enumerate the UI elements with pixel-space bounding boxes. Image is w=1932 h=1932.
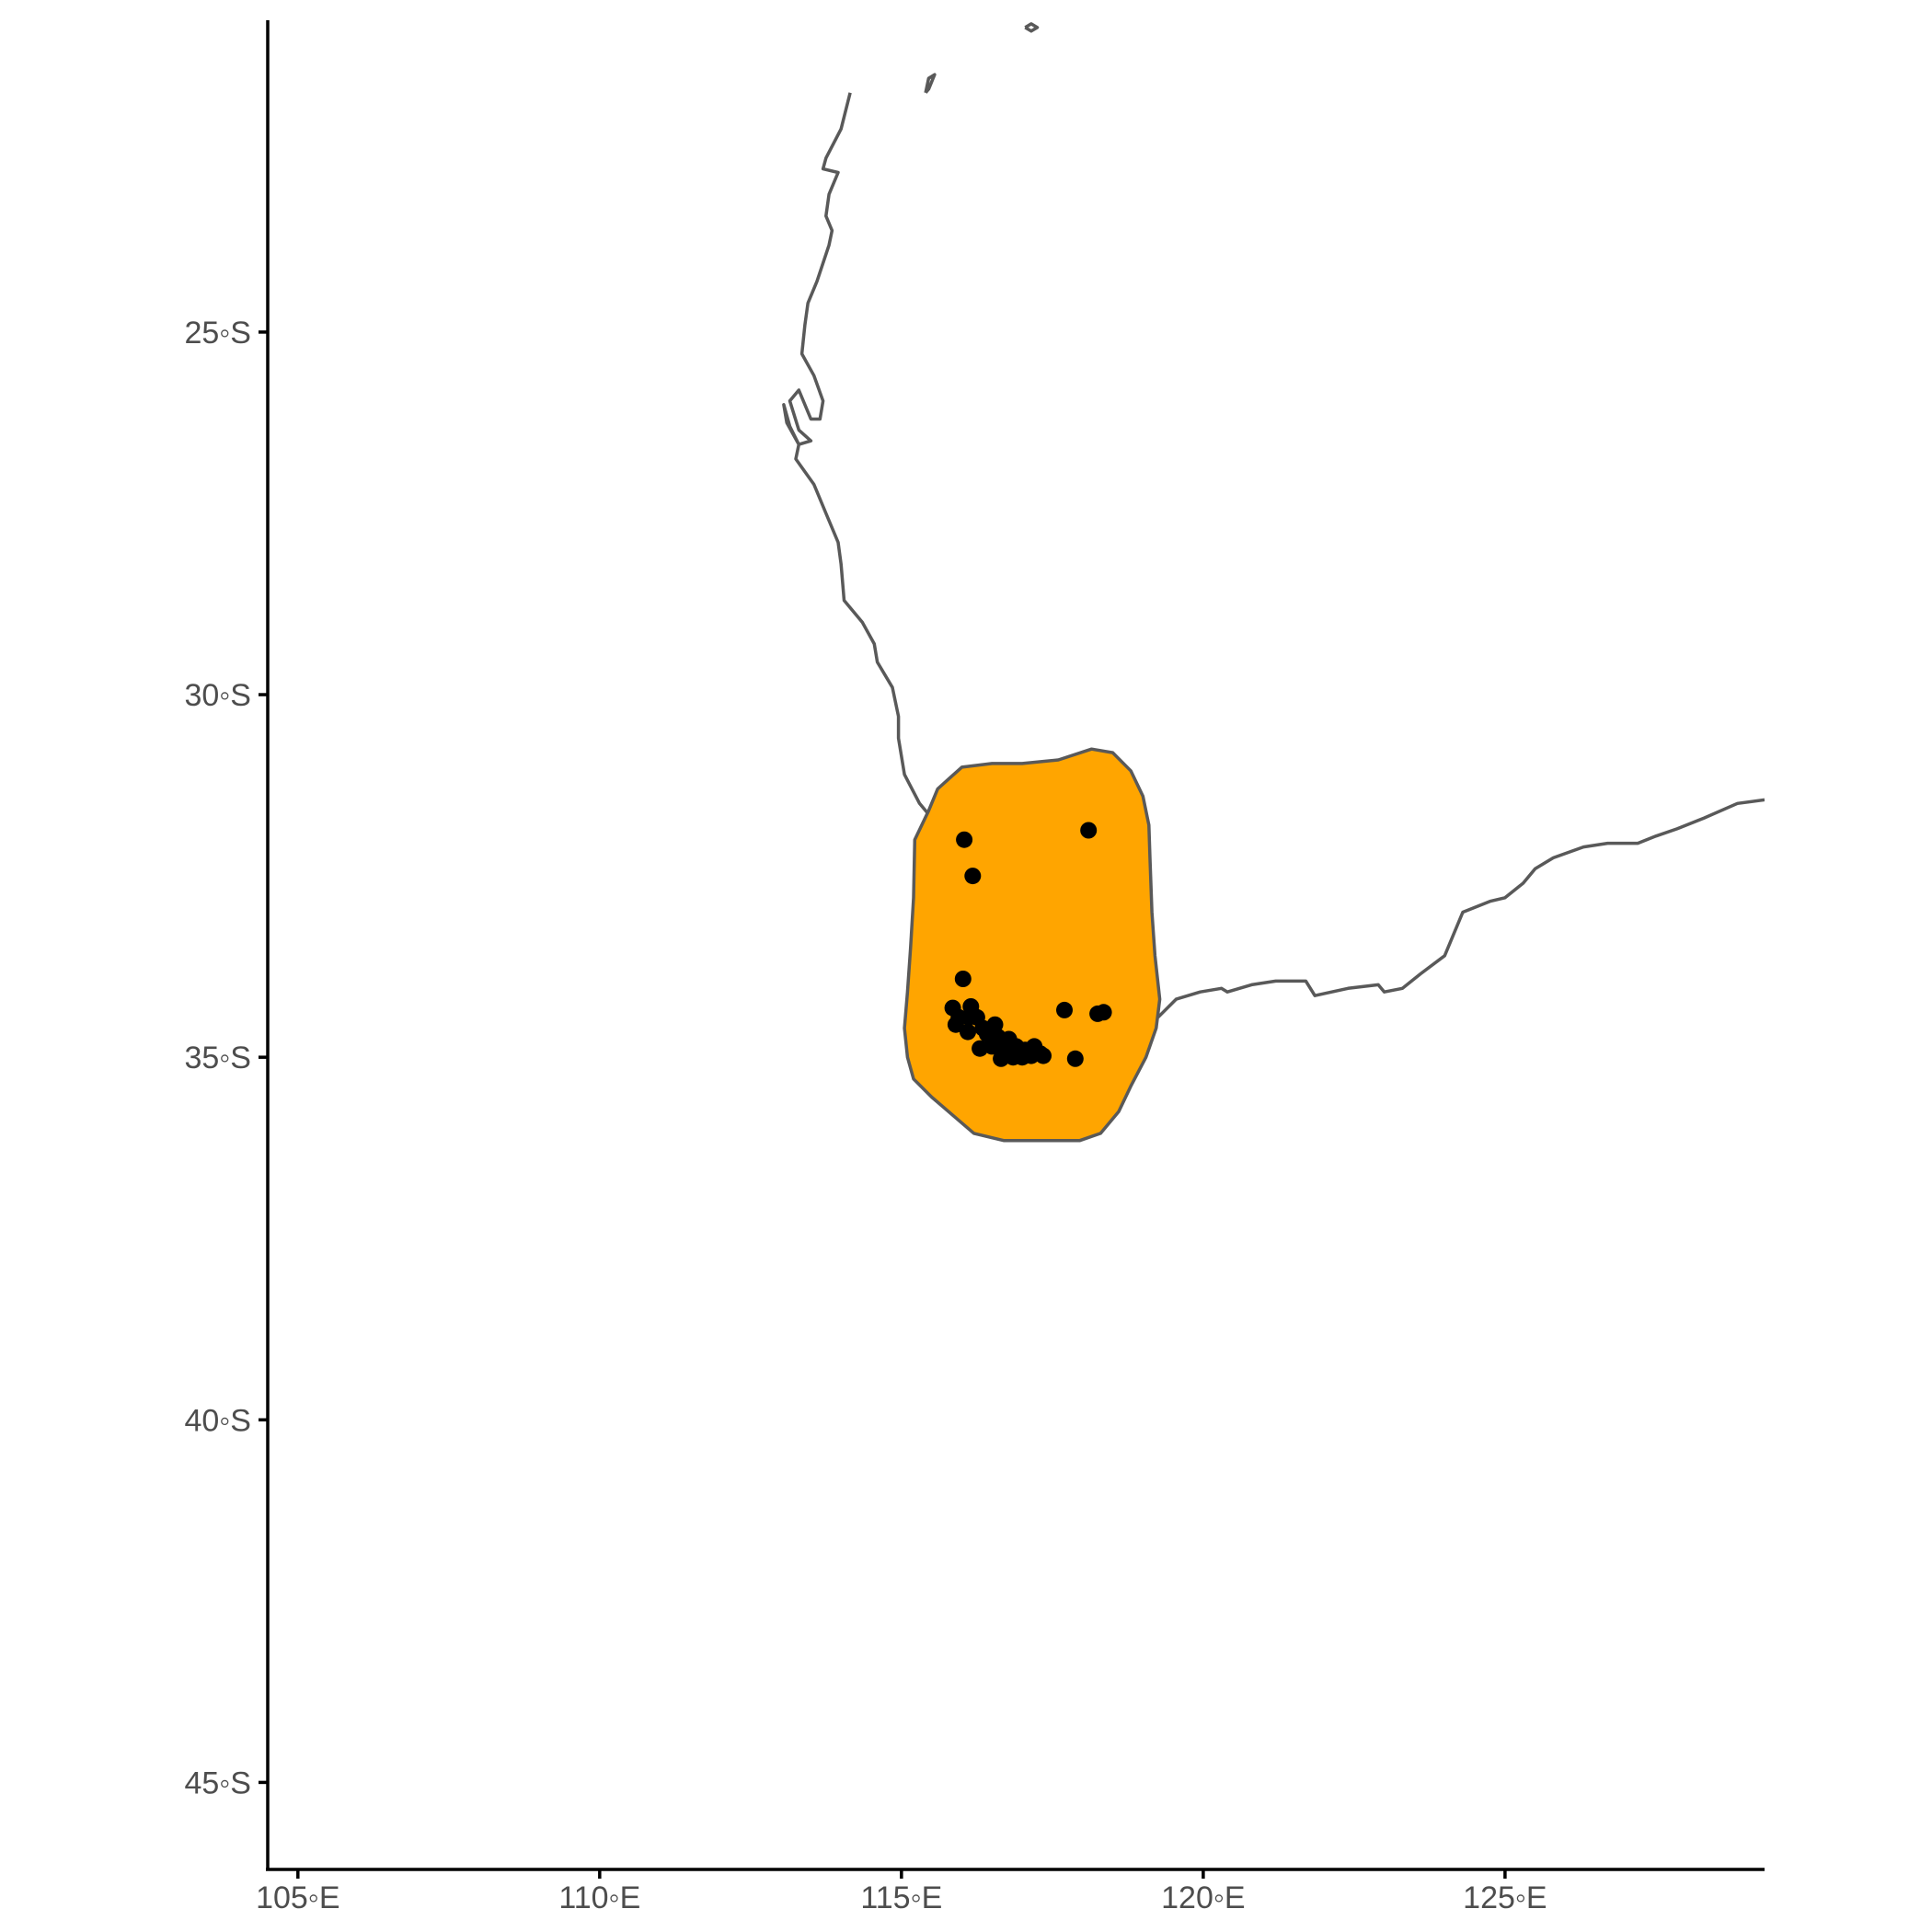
x-tick-label: 125◦E	[1463, 1880, 1547, 1915]
occurrence-point	[1035, 1048, 1052, 1064]
y-tick-label: 40◦S	[184, 1403, 251, 1438]
occurrence-point	[960, 1024, 976, 1041]
occurrence-point	[960, 1009, 977, 1026]
x-tick-label: 120◦E	[1161, 1880, 1245, 1915]
x-tick-label: 110◦E	[558, 1880, 640, 1915]
island-outline	[926, 75, 935, 93]
range-polygon	[904, 749, 1160, 1141]
y-axis-ticks: 25◦S 30◦S 35◦S 40◦S 45◦S	[184, 316, 268, 1800]
y-tick-label: 30◦S	[184, 678, 251, 713]
occurrence-point	[956, 832, 972, 848]
south-coastline	[1158, 799, 1765, 1017]
island-outline	[1025, 24, 1037, 31]
occurrence-point	[1056, 1002, 1073, 1018]
x-axis-ticks: 105◦E 110◦E 115◦E 120◦E 125◦E	[256, 1869, 1547, 1915]
y-tick-label: 45◦S	[184, 1765, 251, 1800]
x-tick-label: 105◦E	[256, 1880, 339, 1915]
west-coastline	[784, 93, 929, 814]
occurrence-point	[972, 1041, 988, 1057]
occurrence-point	[964, 868, 981, 884]
range-layer	[904, 749, 1160, 1141]
occurrence-point	[1096, 1004, 1112, 1020]
occurrence-point	[1080, 822, 1097, 839]
x-tick-label: 115◦E	[860, 1880, 942, 1915]
y-tick-label: 25◦S	[184, 316, 251, 351]
occurrence-point	[955, 971, 972, 987]
y-tick-label: 35◦S	[184, 1041, 251, 1075]
occurrence-point	[1067, 1051, 1084, 1067]
